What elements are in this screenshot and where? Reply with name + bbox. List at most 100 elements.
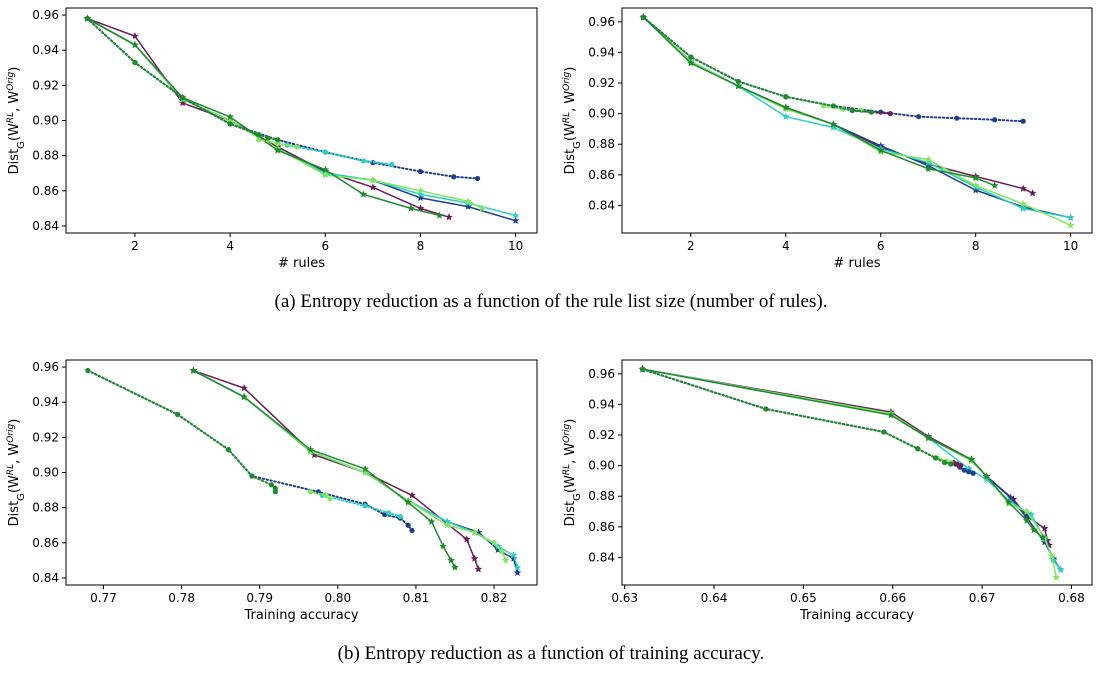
data-point <box>1047 551 1056 560</box>
x-tick-label: 0.67 <box>969 591 996 605</box>
data-point <box>1030 525 1038 534</box>
data-point <box>639 366 646 372</box>
data-point <box>175 411 181 418</box>
data-point <box>1066 221 1075 229</box>
data-point <box>268 482 275 488</box>
data-point <box>131 40 139 49</box>
x-tick-label: 0.77 <box>90 591 117 605</box>
data-point <box>916 114 922 120</box>
data-point <box>849 107 855 114</box>
series-line-9 <box>86 17 279 141</box>
data-point <box>1040 524 1049 532</box>
y-tick-label: 0.86 <box>588 520 615 534</box>
y-tick-label: 0.84 <box>588 198 615 212</box>
y-tick-label: 0.94 <box>32 395 59 409</box>
data-point <box>226 112 234 121</box>
data-point <box>982 472 991 480</box>
data-point <box>307 489 314 495</box>
series-line-3 <box>642 16 1071 219</box>
series-line-5 <box>642 16 995 187</box>
data-point <box>967 455 976 463</box>
data-point <box>924 434 933 442</box>
data-point <box>1005 498 1013 506</box>
x-tick-label: 4 <box>226 239 234 253</box>
series-line-4 <box>192 369 507 561</box>
data-point <box>322 149 328 155</box>
y-tick-label: 0.96 <box>588 15 615 29</box>
data-point <box>783 94 789 100</box>
data-point <box>85 367 91 374</box>
data-point <box>474 175 481 182</box>
y-axis-label: DistG(WRL, WOrig) <box>562 419 583 527</box>
y-tick-label: 0.88 <box>32 501 59 515</box>
data-point <box>971 186 980 194</box>
data-point <box>958 463 964 469</box>
y-tick-label: 0.92 <box>32 430 59 444</box>
data-point <box>451 563 459 571</box>
data-point <box>829 123 838 131</box>
data-point <box>687 59 695 67</box>
data-point <box>404 498 412 506</box>
y-tick-label: 0.88 <box>588 137 615 151</box>
chart-panel-1: 2 4 6 8 10 0.84 0.86 0.88 0.90 0.92 0.94 0.96 # rule… <box>6 7 538 271</box>
data-point <box>1022 516 1031 524</box>
caption-b: (b) Entropy reduction as a function of t… <box>337 643 765 664</box>
series-line-2 <box>87 17 516 222</box>
x-tick-label: 2 <box>131 239 139 253</box>
x-tick-label: 0.81 <box>403 591 430 605</box>
y-tick-label: 0.96 <box>32 8 59 22</box>
y-tick-label: 0.92 <box>588 428 615 442</box>
data-point <box>272 489 278 495</box>
data-point <box>464 202 472 210</box>
data-point <box>132 59 138 66</box>
data-point <box>225 447 232 453</box>
data-point <box>470 528 479 536</box>
data-point <box>443 521 451 529</box>
data-point <box>490 538 498 547</box>
y-axis-label: DistG(WRL, WOrig) <box>562 67 583 175</box>
data-point <box>360 158 366 164</box>
y-tick-label: 0.86 <box>32 184 59 198</box>
data-point <box>688 54 694 60</box>
data-point <box>369 176 377 184</box>
data-point <box>513 563 522 571</box>
y-tick-label: 0.96 <box>32 360 59 374</box>
x-tick-label: 0.63 <box>611 591 638 605</box>
x-axis-label: # rules <box>278 256 325 271</box>
data-point <box>306 445 315 453</box>
data-point <box>498 547 506 555</box>
data-point <box>445 213 453 221</box>
data-point <box>990 181 999 189</box>
data-point <box>427 517 436 525</box>
data-point <box>447 556 455 564</box>
y-tick-label: 0.84 <box>32 571 59 585</box>
data-point <box>1056 565 1065 573</box>
data-point <box>462 535 471 543</box>
data-point <box>435 211 444 219</box>
x-tick-label: 0.65 <box>790 591 817 605</box>
data-point <box>178 98 187 107</box>
series-line-4 <box>87 17 483 210</box>
data-point <box>361 468 369 476</box>
series-line-9 <box>86 369 277 493</box>
y-tick-label: 0.90 <box>588 107 615 121</box>
data-point <box>189 366 198 374</box>
series-line-3 <box>642 368 1062 571</box>
data-point <box>416 186 425 195</box>
data-point <box>327 496 333 502</box>
data-point <box>830 103 836 109</box>
y-tick-label: 0.86 <box>32 536 59 550</box>
data-point <box>249 473 255 479</box>
data-point <box>881 429 887 435</box>
data-point <box>179 95 186 101</box>
data-point <box>640 14 646 20</box>
x-axis-label: Training accuracy <box>243 608 358 623</box>
series-line-6 <box>86 369 414 532</box>
data-point <box>982 475 991 483</box>
axes-frame <box>621 7 1093 234</box>
data-point <box>876 146 885 154</box>
data-point <box>321 170 330 179</box>
data-point <box>265 135 271 141</box>
data-point <box>131 32 139 40</box>
data-point <box>407 204 415 212</box>
